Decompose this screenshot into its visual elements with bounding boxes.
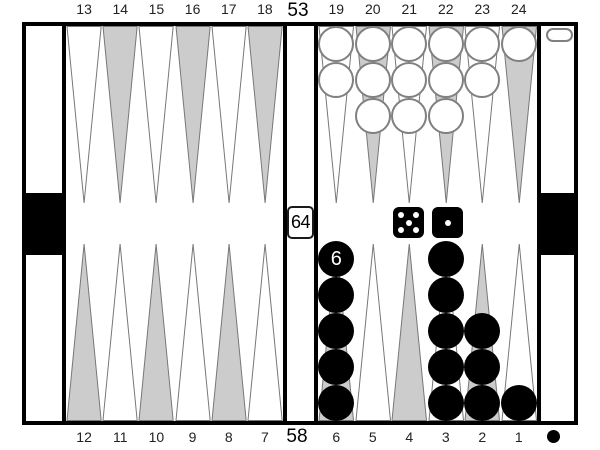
checker-black-point-2[interactable] xyxy=(464,313,501,349)
left-tray-divider xyxy=(62,26,66,421)
point-15[interactable] xyxy=(138,26,175,204)
point-number-15: 15 xyxy=(148,1,165,17)
checker-white-point-21[interactable] xyxy=(391,62,428,98)
point-11[interactable] xyxy=(102,243,139,421)
doubling-cube[interactable]: 64 xyxy=(287,206,314,239)
point-18[interactable] xyxy=(247,26,284,204)
checker-white-point-23[interactable] xyxy=(464,62,501,98)
turn-indicator-black-dot xyxy=(547,430,560,443)
point-number-3: 3 xyxy=(441,429,450,445)
die-pip xyxy=(413,227,420,234)
checker-white-point-23[interactable] xyxy=(464,26,501,62)
point-number-21: 21 xyxy=(401,1,418,17)
checker-white-point-22[interactable] xyxy=(427,26,464,62)
point-14[interactable] xyxy=(102,26,139,204)
checker-black-point-1[interactable] xyxy=(500,385,537,421)
point-number-14: 14 xyxy=(112,1,129,17)
checker-black-point-3[interactable] xyxy=(427,349,464,385)
point-number-19: 19 xyxy=(328,1,345,17)
die-pip xyxy=(397,211,404,218)
checker-white-point-19[interactable] xyxy=(318,26,355,62)
point-number-9: 9 xyxy=(188,429,197,445)
checker-white-point-20[interactable] xyxy=(354,26,391,62)
checker-black-point-2[interactable] xyxy=(464,385,501,421)
borne-off-white-checker xyxy=(546,28,573,42)
checker-black-point-3[interactable] xyxy=(427,313,464,349)
die-1-value-5[interactable] xyxy=(393,207,424,238)
checker-black-point-2[interactable] xyxy=(464,349,501,385)
point-4[interactable] xyxy=(391,243,428,421)
checker-white-point-19[interactable] xyxy=(318,62,355,98)
point-number-16: 16 xyxy=(184,1,201,17)
checker-black-point-6[interactable] xyxy=(318,277,355,313)
point-number-2: 2 xyxy=(478,429,487,445)
die-pip xyxy=(397,227,404,234)
point-13[interactable] xyxy=(66,26,103,204)
point-number-23: 23 xyxy=(474,1,491,17)
point-number-7: 7 xyxy=(261,429,269,445)
bar-left-edge xyxy=(283,26,287,421)
left-tray-center-block xyxy=(26,193,62,255)
checker-black-point-3[interactable] xyxy=(427,277,464,313)
checker-black-point-6[interactable] xyxy=(318,385,355,421)
point-12[interactable] xyxy=(66,243,103,421)
point-number-24: 24 xyxy=(510,1,527,17)
checker-white-point-21[interactable] xyxy=(391,26,428,62)
point-number-5: 5 xyxy=(368,429,377,445)
checker-black-point-6[interactable] xyxy=(318,313,355,349)
die-2-value-1[interactable] xyxy=(432,207,463,238)
checker-black-point-3[interactable] xyxy=(427,385,464,421)
pip-count-white: 53 xyxy=(287,0,309,21)
point-number-6: 6 xyxy=(332,429,341,445)
point-number-1: 1 xyxy=(514,429,523,445)
checker-black-point-6[interactable] xyxy=(318,349,355,385)
point-16[interactable] xyxy=(174,26,212,204)
point-7[interactable] xyxy=(247,243,284,421)
board-frame xyxy=(22,22,578,425)
die-pip xyxy=(405,219,412,226)
point-8[interactable] xyxy=(211,243,248,421)
point-number-17: 17 xyxy=(220,1,237,17)
point-number-20: 20 xyxy=(364,1,381,17)
point-number-4: 4 xyxy=(405,429,414,445)
point-number-13: 13 xyxy=(76,1,92,17)
checker-white-point-24[interactable] xyxy=(500,26,537,62)
point-number-11: 11 xyxy=(112,429,128,445)
die-pip xyxy=(444,219,451,226)
point-5[interactable] xyxy=(354,243,392,421)
checker-black-point-3[interactable] xyxy=(427,241,464,277)
point-10[interactable] xyxy=(138,243,175,421)
bar-right-edge xyxy=(314,26,318,421)
checker-white-point-21[interactable] xyxy=(391,98,428,134)
point-number-12: 12 xyxy=(76,429,92,445)
point-number-22: 22 xyxy=(437,1,454,17)
right-tray-divider xyxy=(537,26,541,421)
point-9[interactable] xyxy=(174,243,212,421)
point-number-18: 18 xyxy=(257,1,273,17)
checker-white-point-20[interactable] xyxy=(354,62,391,98)
point-17[interactable] xyxy=(211,26,248,204)
checker-white-point-20[interactable] xyxy=(354,98,391,134)
checker-white-point-22[interactable] xyxy=(427,62,464,98)
pip-count-black: 58 xyxy=(286,426,308,447)
checker-white-point-22[interactable] xyxy=(427,98,464,134)
right-tray-center-block xyxy=(541,193,574,255)
checker-black-point-6[interactable]: 6 xyxy=(318,241,355,277)
die-pip xyxy=(413,211,420,218)
point-number-10: 10 xyxy=(148,429,165,445)
point-number-8: 8 xyxy=(224,429,233,445)
